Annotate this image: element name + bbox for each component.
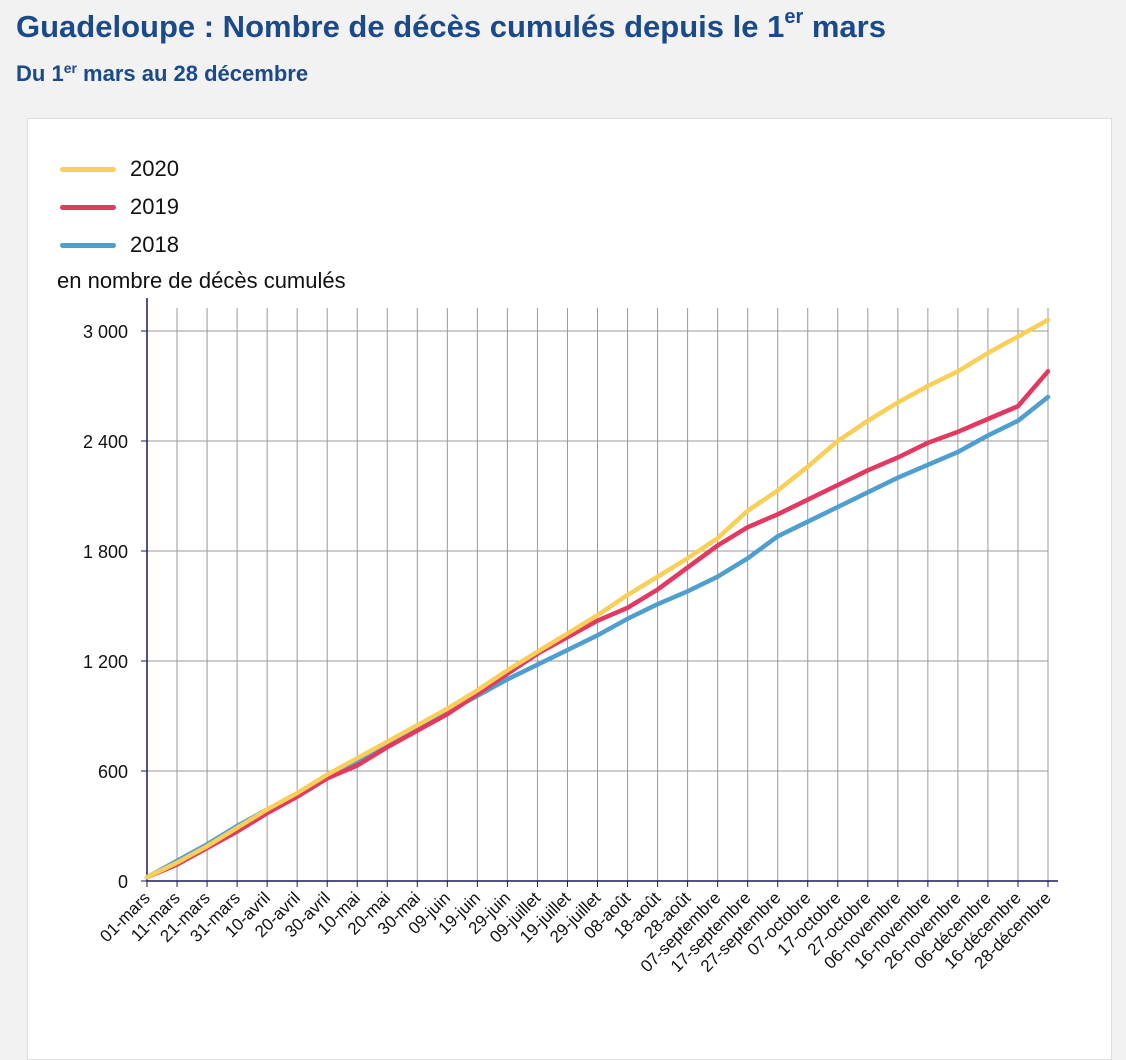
y-tick-label: 2 400 (83, 432, 128, 452)
legend-swatch-2018 (60, 242, 116, 248)
chart-card (27, 118, 1112, 1060)
legend-swatch-2019 (60, 204, 116, 210)
y-tick-label: 1 800 (83, 542, 128, 562)
legend-label-2020: 2020 (130, 156, 179, 181)
y-tick-label: 1 200 (83, 652, 128, 672)
legend-label-2019: 2019 (130, 194, 179, 219)
y-tick-label: 600 (98, 762, 128, 782)
legend-label-2018: 2018 (130, 232, 179, 257)
legend-item-2018[interactable]: 2018 (60, 226, 179, 264)
y-tick-label: 0 (118, 872, 128, 892)
chart-subtitle: Du 1er mars au 28 décembre (16, 60, 309, 86)
chart-title: Guadeloupe : Nombre de décès cumulés dep… (16, 6, 886, 44)
legend-item-2020[interactable]: 2020 (60, 150, 179, 188)
chart-legend: 2020 2019 2018 (60, 150, 179, 264)
y-tick-label: 3 000 (83, 322, 128, 342)
legend-item-2019[interactable]: 2019 (60, 188, 179, 226)
y-axis-label: en nombre de décès cumulés (57, 268, 346, 293)
series-line-2020 (144, 317, 1051, 880)
legend-swatch-2020 (60, 166, 116, 172)
series-line-2019 (144, 369, 1051, 880)
